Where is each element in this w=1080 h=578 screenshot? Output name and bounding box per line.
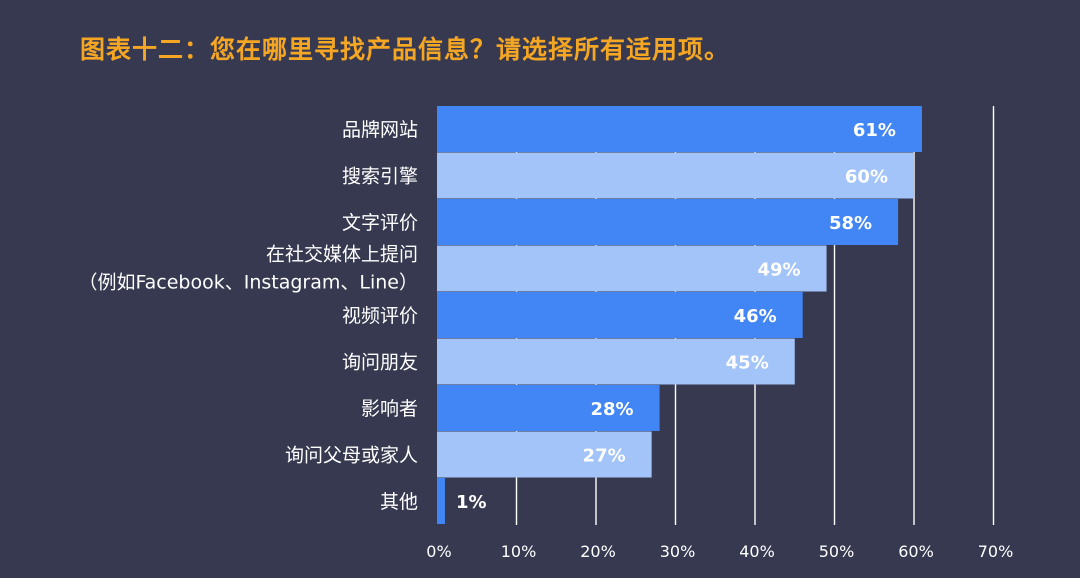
x-tick-label: 70%: [978, 542, 1014, 561]
bar: [437, 385, 660, 431]
value-label: 45%: [726, 353, 769, 374]
value-label: 27%: [583, 446, 626, 467]
value-label: 58%: [829, 213, 872, 234]
x-tick-label: 10%: [501, 542, 537, 561]
x-axis-tick-labels: 0% 10% 20% 30% 40% 50% 60% 70%: [426, 542, 1013, 561]
x-tick-label: 40%: [739, 542, 775, 561]
category-label: 询问朋友: [342, 352, 418, 374]
x-tick-label: 60%: [898, 542, 934, 561]
category-label: 其他: [380, 491, 418, 513]
category-label: 影响者: [361, 398, 418, 420]
chart-title: 图表十二：您在哪里寻找产品信息？请选择所有适用项。: [80, 35, 731, 64]
category-label: 搜索引擎: [342, 166, 418, 188]
category-label: 询问父母或家人: [285, 445, 418, 467]
bar: [437, 152, 914, 199]
value-label: 49%: [757, 260, 800, 281]
category-label: 在社交媒体上提问: [266, 244, 418, 266]
x-tick-label: 50%: [819, 542, 855, 561]
x-tick-label: 20%: [580, 542, 616, 561]
bar: [437, 478, 445, 524]
category-label: （例如Facebook、Instagram、Line）: [78, 272, 418, 294]
bars: [437, 106, 922, 524]
bar: [437, 199, 899, 245]
value-labels: 61% 60% 58% 49% 46% 45% 28% 27% 1%: [456, 120, 896, 513]
x-tick-label: 0%: [426, 542, 451, 561]
value-label: 28%: [591, 399, 634, 420]
value-label: 61%: [853, 120, 896, 141]
value-label: 46%: [734, 306, 777, 327]
category-label: 视频评价: [342, 305, 418, 327]
bar: [437, 245, 827, 292]
value-label: 60%: [845, 167, 888, 188]
x-tick-label: 30%: [660, 542, 696, 561]
bar: [437, 431, 652, 478]
category-label: 品牌网站: [342, 119, 418, 141]
bar: [437, 106, 922, 152]
bar: [437, 338, 795, 385]
bar: [437, 292, 803, 338]
category-label: 文字评价: [342, 212, 418, 234]
value-label: 1%: [456, 492, 487, 513]
